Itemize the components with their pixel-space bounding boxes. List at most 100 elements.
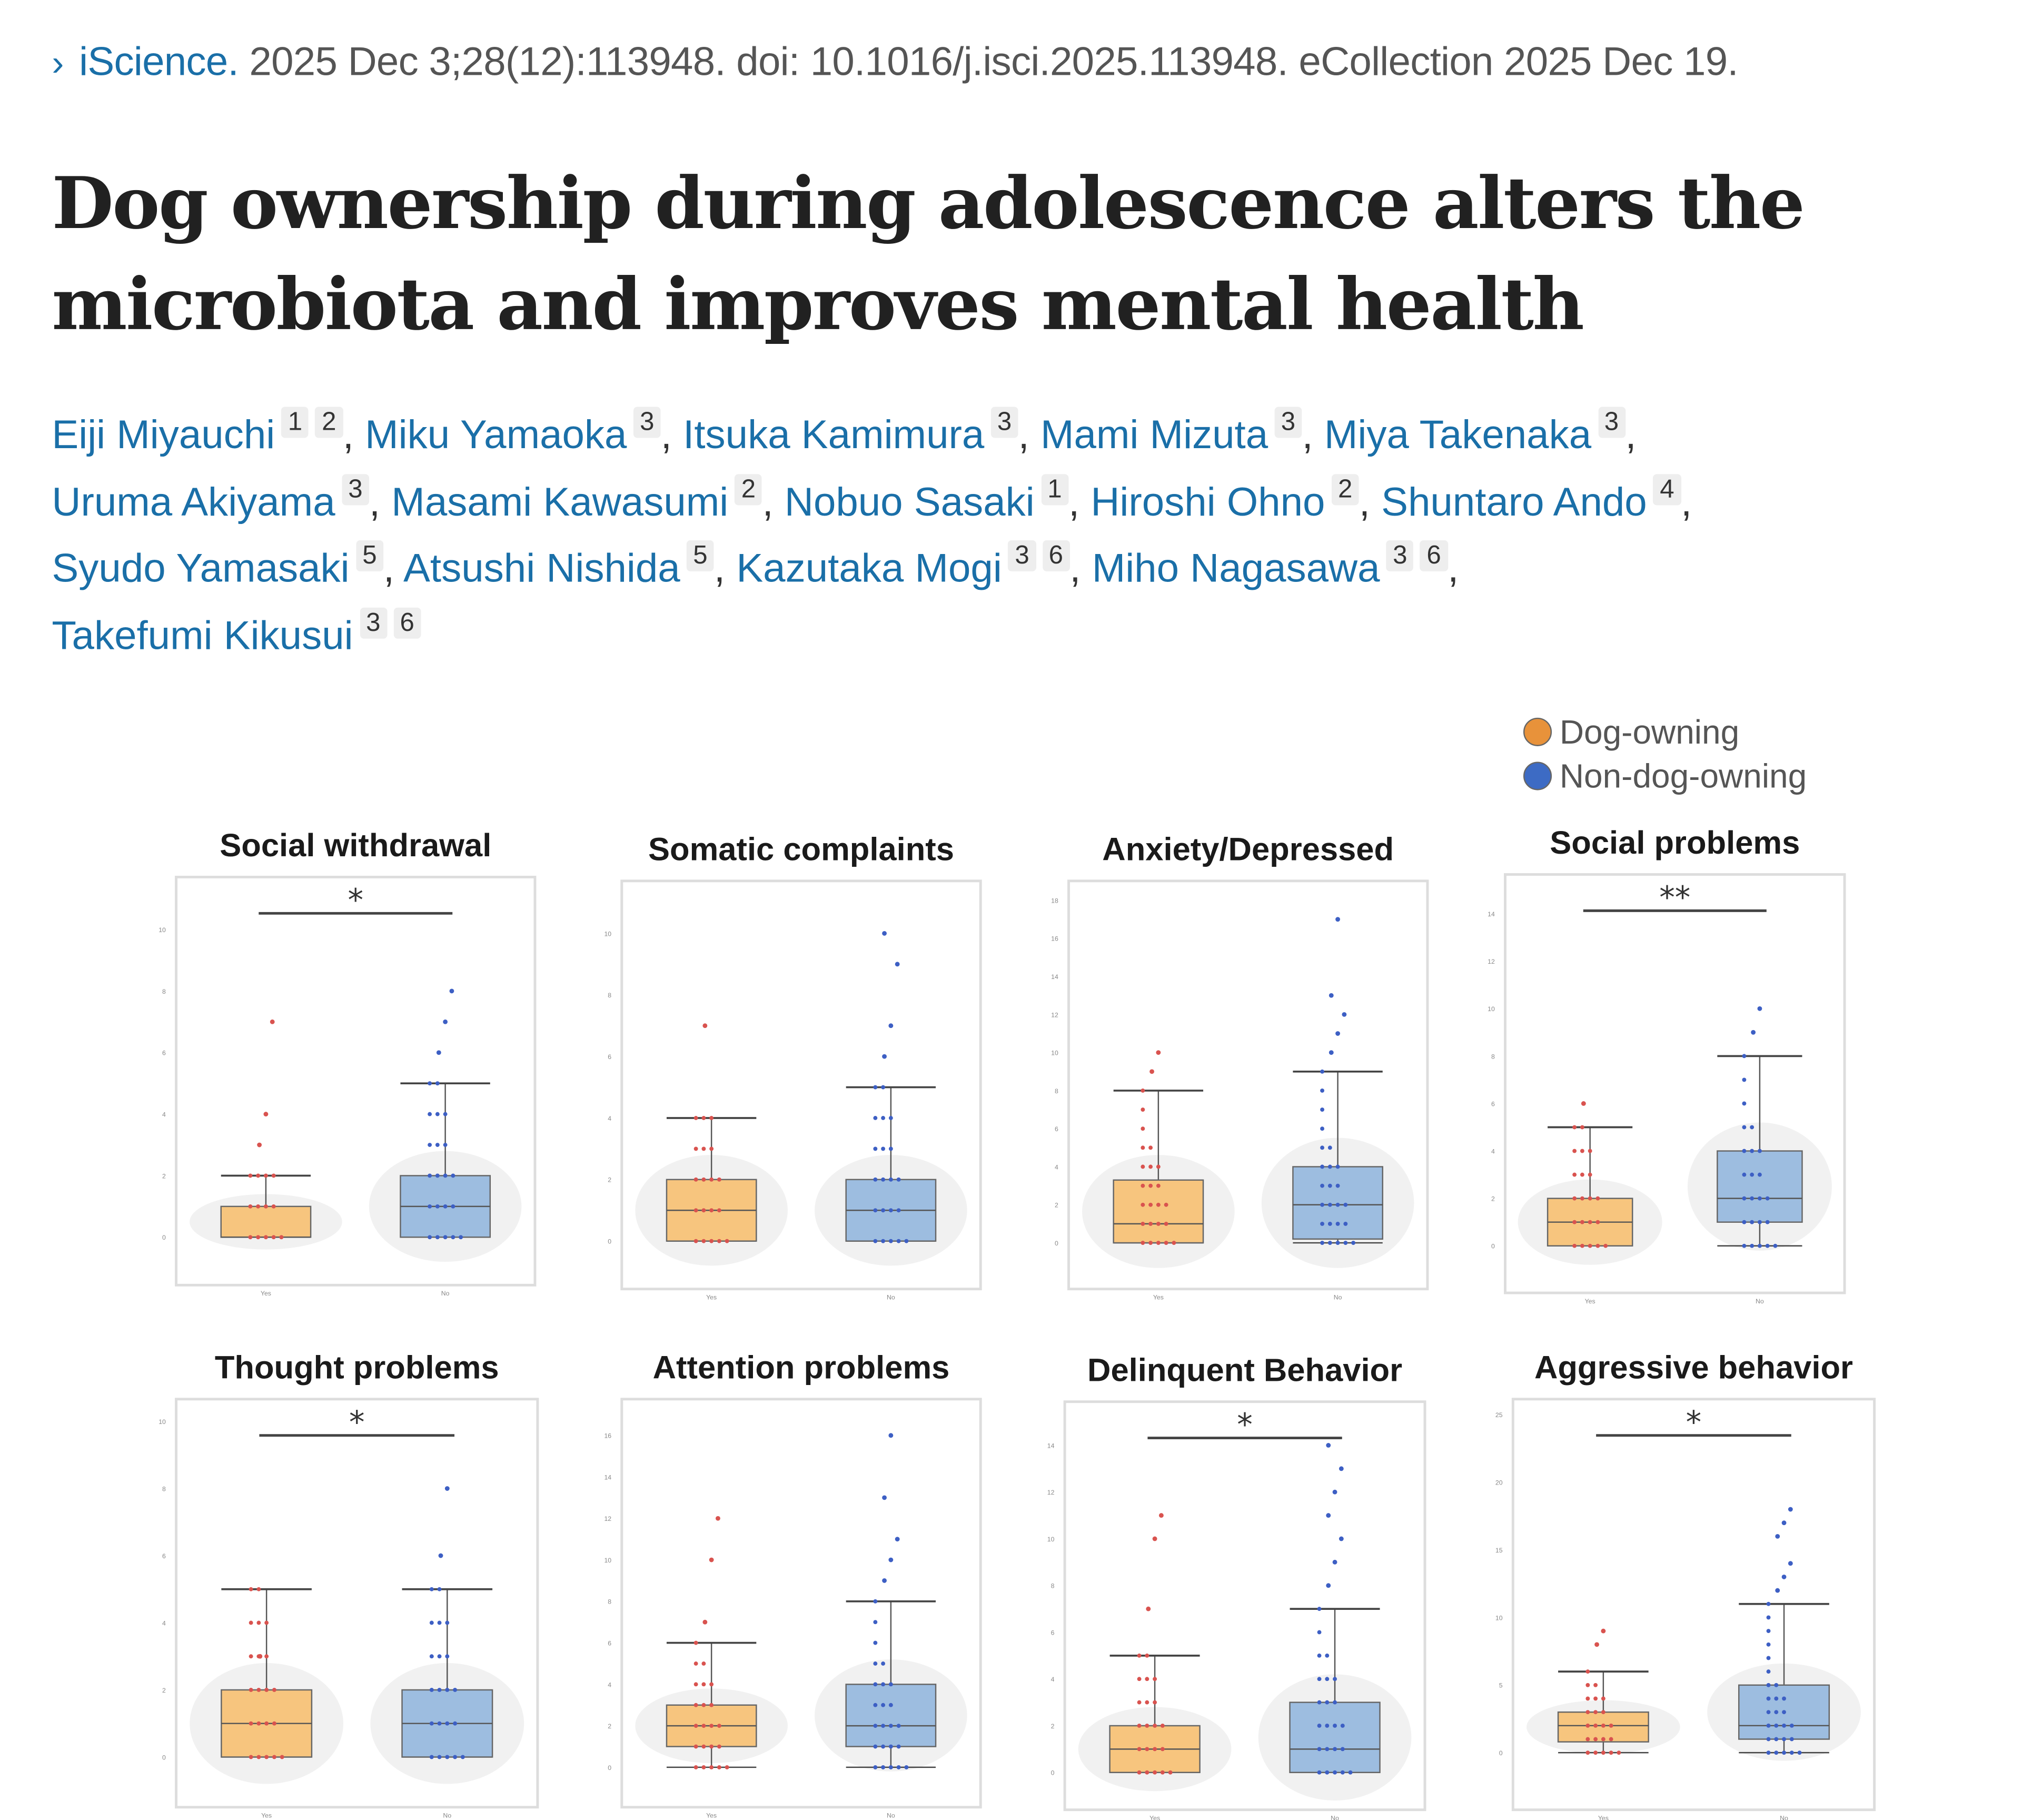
data-point	[1137, 1724, 1142, 1728]
chart-panel: Thought problems 0 2 4 6 8 10 Yes No *	[158, 1350, 539, 1819]
data-point	[1145, 1700, 1149, 1705]
data-point	[1335, 1221, 1340, 1226]
data-point	[1774, 1750, 1779, 1755]
outlier-point	[702, 1023, 708, 1028]
boxplot-svg: 0 2 4 6 8 10 Yes No *	[158, 875, 537, 1297]
data-point	[437, 1654, 442, 1659]
data-point	[249, 1587, 253, 1591]
data-point	[888, 1724, 893, 1728]
y-tick-label: 2	[162, 1172, 166, 1180]
significance-marker: *	[348, 882, 364, 918]
author-link[interactable]: Masami Kawasumi	[391, 478, 729, 525]
data-point	[443, 1204, 448, 1209]
y-tick-label: 8	[1051, 1582, 1055, 1590]
data-point	[693, 1703, 698, 1707]
data-point	[1766, 1656, 1771, 1660]
data-point	[428, 1081, 432, 1086]
author-link[interactable]: Uruma Akiyama	[52, 478, 335, 525]
affiliation-badge[interactable]: 3	[1598, 407, 1625, 438]
affiliation-badge[interactable]: 5	[686, 540, 714, 571]
y-tick-label: 18	[1051, 897, 1058, 904]
data-point	[717, 1239, 721, 1243]
y-tick-label: 8	[608, 992, 611, 999]
affiliation-badge[interactable]: 2	[1331, 473, 1359, 505]
data-point	[1333, 1747, 1337, 1752]
y-tick-label: 12	[1488, 958, 1495, 965]
author-link[interactable]: Miya Takenaka	[1324, 412, 1592, 458]
data-point	[428, 1204, 432, 1209]
data-point	[1153, 1747, 1157, 1752]
author-link[interactable]: Shuntaro Ando	[1381, 478, 1647, 525]
x-tick-label: Yes	[706, 1812, 717, 1819]
data-point	[1333, 1724, 1337, 1728]
author-link[interactable]: Eiji Miyauchi	[52, 412, 275, 458]
data-point	[1572, 1196, 1577, 1201]
outlier-point	[882, 1495, 887, 1500]
affiliation-badge[interactable]: 5	[355, 540, 383, 571]
affiliation-badge[interactable]: 3	[990, 407, 1018, 438]
y-tick-label: 4	[162, 1619, 166, 1627]
author-link[interactable]: Mami Mizuta	[1040, 412, 1268, 458]
data-point	[437, 1587, 442, 1591]
y-tick-label: 4	[162, 1111, 166, 1119]
affiliation-badge[interactable]: 3	[1274, 407, 1302, 438]
author-link[interactable]: Itsuka Kamimura	[683, 412, 985, 458]
data-point	[429, 1587, 434, 1591]
significance-marker: *	[1237, 1407, 1253, 1443]
affiliation-badge[interactable]: 4	[1653, 473, 1681, 505]
data-point	[1164, 1202, 1168, 1207]
author-link[interactable]: Atsushi Nishida	[403, 545, 680, 591]
data-point	[1750, 1243, 1755, 1248]
data-point	[451, 1204, 455, 1209]
affiliation-badge[interactable]: 6	[1420, 540, 1448, 571]
data-point	[701, 1146, 706, 1151]
data-point	[873, 1765, 878, 1769]
data-point	[888, 1765, 893, 1769]
chevron-right-icon[interactable]: ›	[52, 43, 64, 83]
affiliation-badge[interactable]: 3	[341, 473, 369, 505]
data-point	[1320, 1164, 1324, 1169]
data-point	[1325, 1724, 1330, 1728]
affiliation-badge[interactable]: 6	[1042, 540, 1070, 571]
author-link[interactable]: Miku Yamaoka	[365, 412, 627, 458]
data-point	[445, 1721, 450, 1726]
data-point	[1160, 1747, 1165, 1752]
affiliation-badge[interactable]: 3	[359, 607, 387, 638]
data-point	[1343, 1202, 1348, 1207]
affiliation-badge[interactable]: 1	[1040, 473, 1068, 505]
data-point	[709, 1765, 714, 1769]
data-point	[1325, 1770, 1330, 1775]
data-point	[1766, 1642, 1771, 1647]
author-link[interactable]: Kazutaka Mogi	[736, 545, 1002, 591]
data-point	[1320, 1107, 1324, 1112]
data-point	[1588, 1220, 1592, 1224]
author-link[interactable]: Nobuo Sasaki	[784, 478, 1035, 525]
affiliation-badge[interactable]: 3	[1386, 540, 1414, 571]
data-point	[709, 1703, 714, 1707]
data-point	[693, 1765, 698, 1769]
y-tick-label: 0	[1491, 1243, 1495, 1250]
author-link[interactable]: Hiroshi Ohno	[1091, 478, 1325, 525]
data-point	[1789, 1750, 1794, 1755]
data-point	[701, 1208, 706, 1213]
data-point	[1593, 1696, 1598, 1701]
affiliation-badge[interactable]: 3	[1008, 540, 1036, 571]
data-point	[1327, 1183, 1332, 1188]
affiliation-badge[interactable]: 2	[735, 473, 762, 505]
data-point	[701, 1682, 706, 1687]
data-point	[1137, 1747, 1142, 1752]
affiliation-badge[interactable]: 2	[315, 407, 343, 438]
affiliation-badge[interactable]: 6	[393, 607, 421, 638]
data-point	[1782, 1750, 1786, 1755]
author-link[interactable]: Miho Nagasawa	[1092, 545, 1380, 591]
journal-link[interactable]: iScience.	[79, 38, 239, 84]
affiliation-badge[interactable]: 3	[633, 407, 661, 438]
affiliation-badge[interactable]: 1	[281, 407, 309, 438]
author-link[interactable]: Syudo Yamasaki	[52, 545, 350, 591]
data-point	[693, 1208, 698, 1213]
y-tick-label: 2	[162, 1687, 166, 1694]
data-point	[1750, 1196, 1755, 1201]
data-point	[1782, 1710, 1786, 1715]
author-link[interactable]: Takefumi Kikusui	[52, 612, 353, 658]
y-tick-label: 6	[162, 1552, 166, 1560]
